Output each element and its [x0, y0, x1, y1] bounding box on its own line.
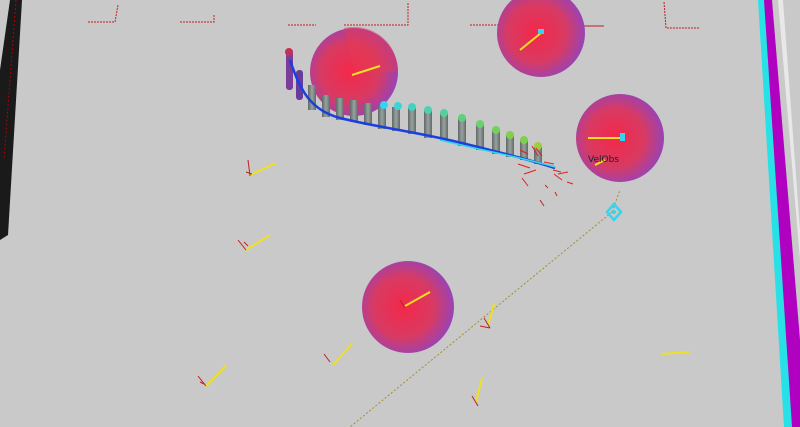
- laser-scan-points: [517, 145, 574, 197]
- obstacle-disc-4[interactable]: [362, 261, 454, 353]
- obstacle-disc-2[interactable]: [497, 0, 585, 77]
- goal-guide-line: [349, 211, 613, 427]
- left-wall-red-edge: [3, 0, 17, 161]
- diamond-marker-icon[interactable]: [605, 202, 623, 222]
- right-boundary-magenta: [764, 0, 800, 427]
- obstacle-disc-1[interactable]: [310, 26, 399, 116]
- planned-path-highlight: [439, 139, 556, 168]
- obstacle-disc-3[interactable]: VelObs: [576, 94, 664, 182]
- right-boundary-white: [778, 0, 800, 260]
- obstacle-label: VelObs: [588, 155, 619, 165]
- agent-arrows: [205, 162, 691, 403]
- agent-arrow-tips: [197, 159, 545, 407]
- goal-marker[interactable]: [605, 202, 623, 222]
- top-wall-fragments: [88, 1, 700, 29]
- left-wall: [0, 0, 22, 240]
